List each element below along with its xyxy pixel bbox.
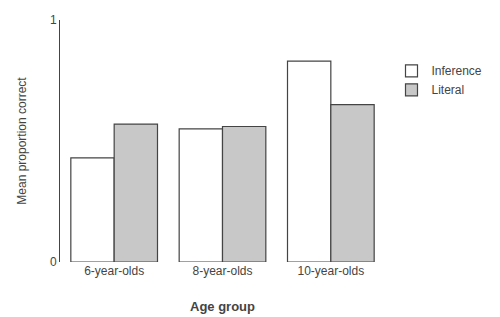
svg-text:1: 1 <box>50 13 57 27</box>
svg-text:0: 0 <box>50 255 57 269</box>
svg-text:10-year-olds: 10-year-olds <box>297 264 364 278</box>
svg-text:6-year-olds: 6-year-olds <box>84 264 144 278</box>
svg-text:Inference: Inference <box>432 64 482 78</box>
svg-text:Mean proportion correct: Mean proportion correct <box>15 77 29 205</box>
svg-text:Age group: Age group <box>190 299 255 314</box>
svg-text:8-year-olds: 8-year-olds <box>192 264 252 278</box>
svg-text:Literal: Literal <box>432 83 465 97</box>
